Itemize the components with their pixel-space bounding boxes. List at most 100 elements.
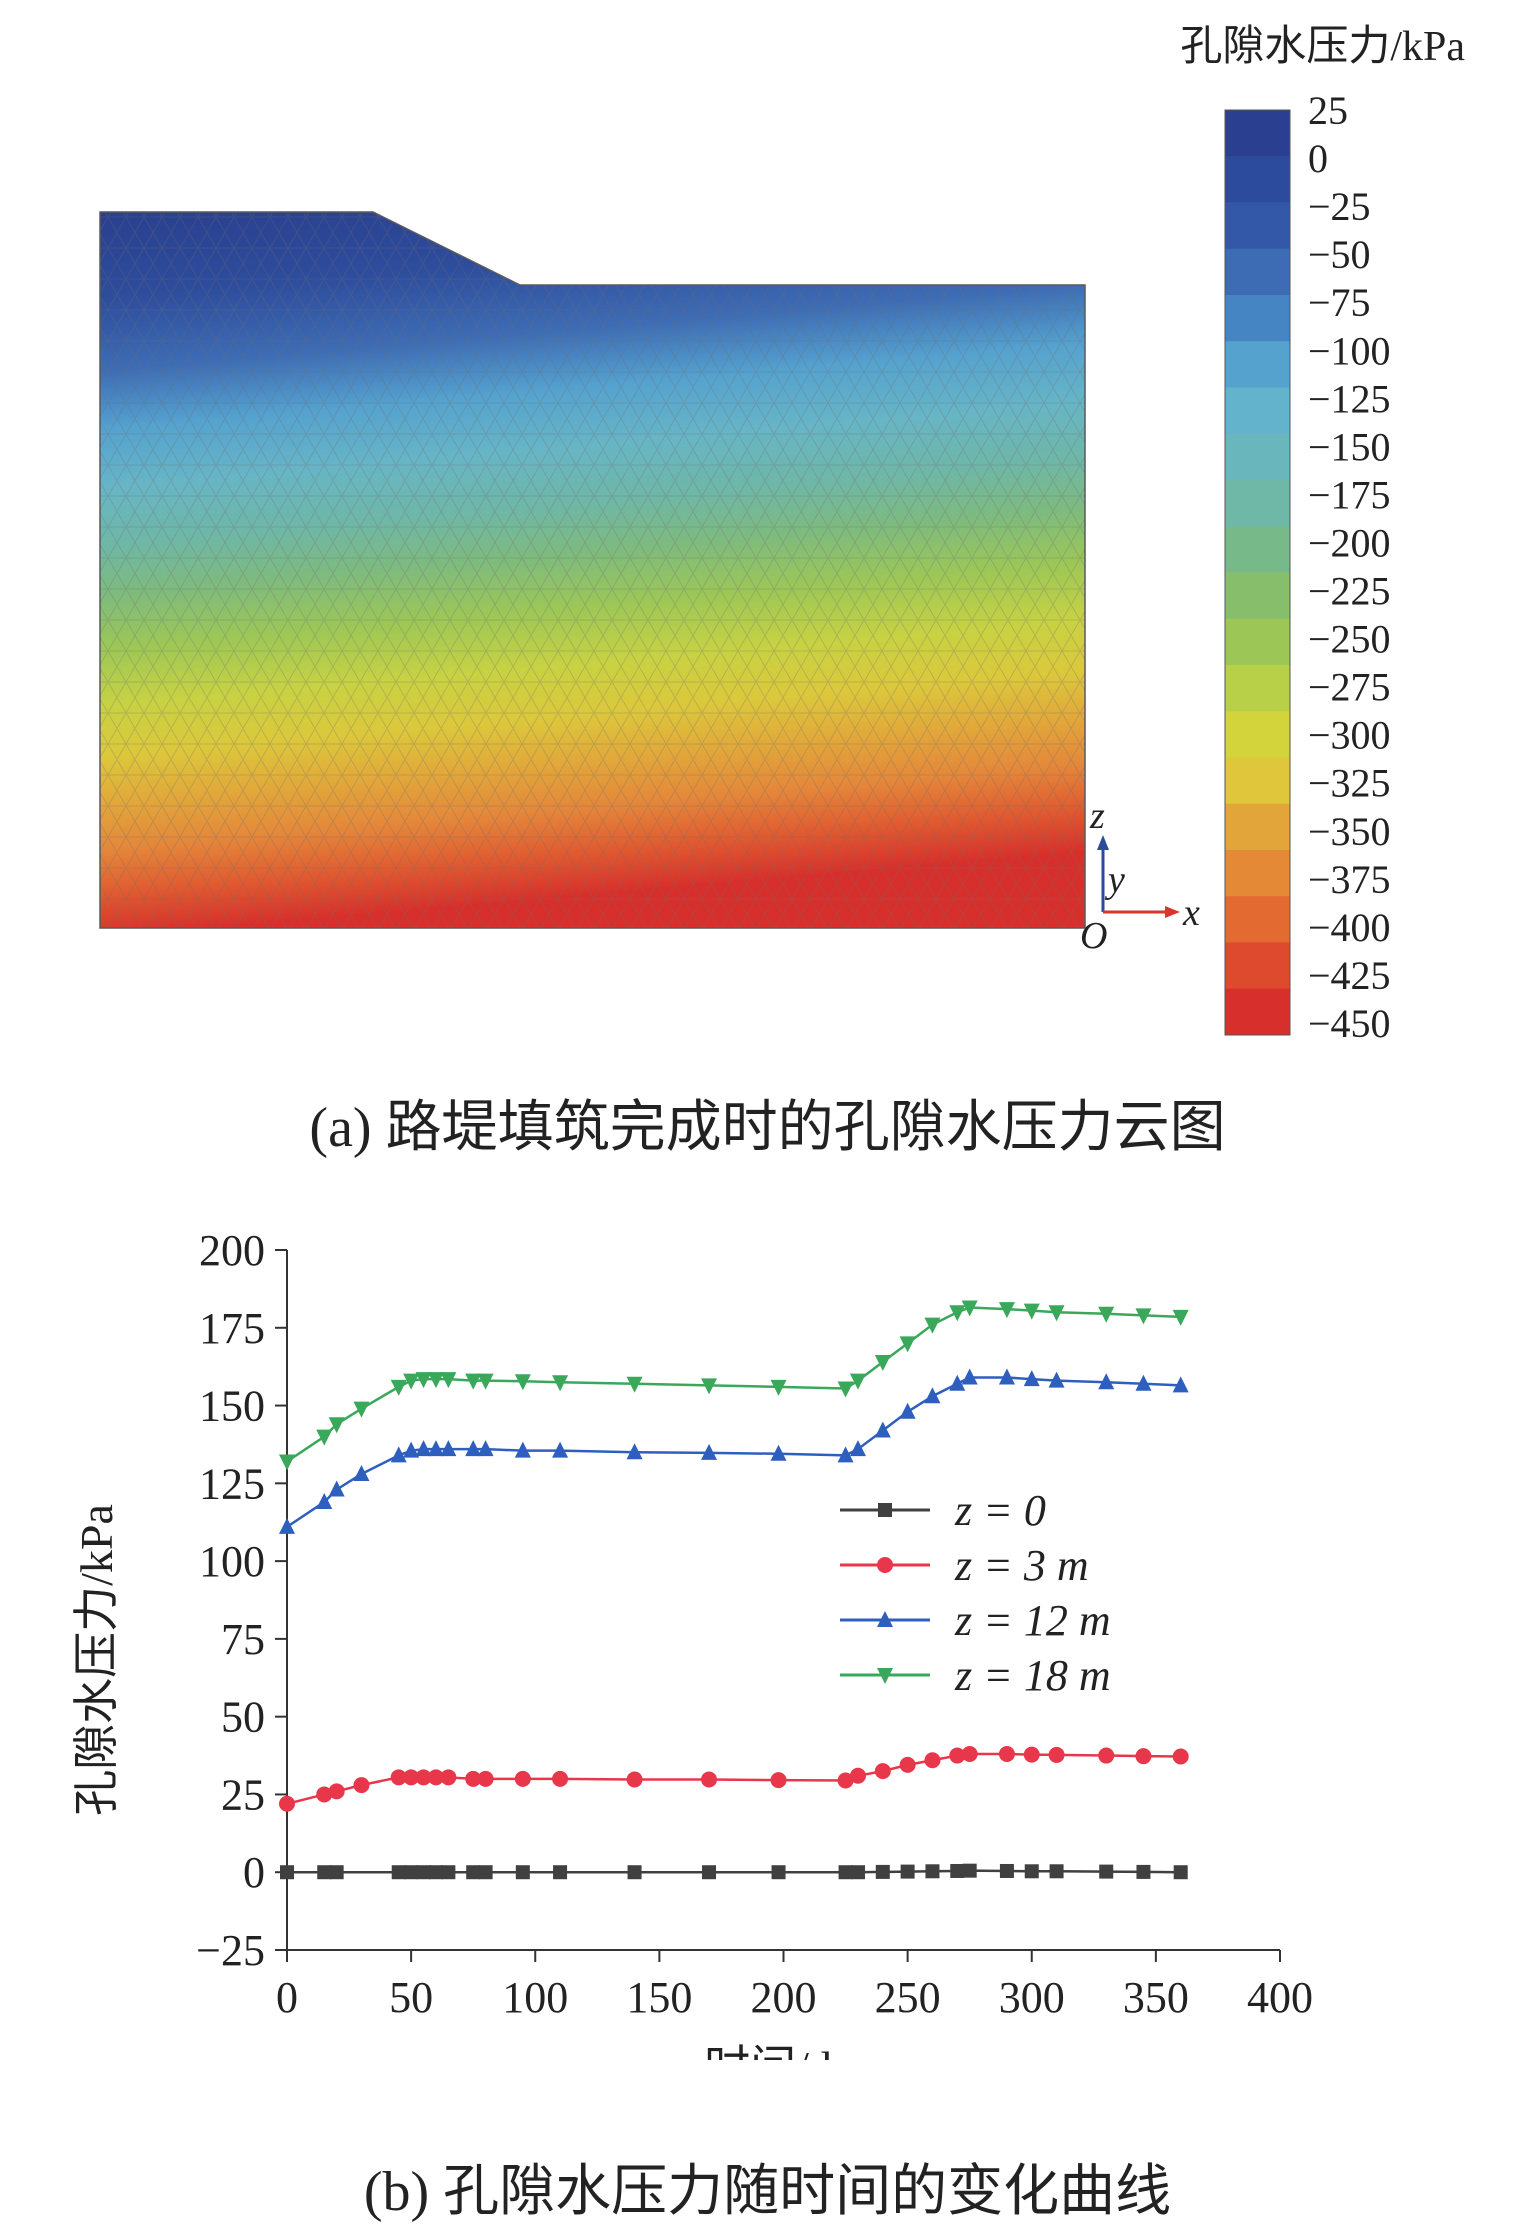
y-tick-label: 200	[199, 1226, 265, 1275]
data-point	[553, 1865, 568, 1880]
colorbar-tick-label: −25	[1308, 184, 1371, 229]
colorbar-segment	[1225, 757, 1290, 805]
data-point	[353, 1777, 370, 1794]
data-point	[279, 1517, 295, 1534]
series-group	[279, 1300, 1189, 1471]
line-chart: 0 50 100 150 200 250 300 350 400−250255075100125…	[71, 1226, 1313, 2060]
data-point	[415, 1769, 432, 1786]
data-point	[416, 1865, 431, 1880]
data-point	[328, 1480, 345, 1497]
caption-a: (a) 路堤填筑完成时的孔隙水压力云图	[309, 1097, 1226, 1159]
legend-label: z = 18 m	[954, 1651, 1111, 1700]
data-point	[514, 1770, 531, 1787]
legend-label: z = 3 m	[954, 1541, 1089, 1590]
data-point	[514, 1374, 531, 1391]
colorbar-tick-label: −425	[1308, 953, 1391, 998]
data-point	[962, 1863, 977, 1878]
x-tick-label: 150	[626, 1973, 692, 2022]
data-point	[1023, 1370, 1040, 1387]
colorbar-tick-label: −125	[1308, 376, 1391, 421]
data-point	[1099, 1864, 1114, 1879]
data-point	[899, 1336, 916, 1353]
colorbar-tick-label: 25	[1308, 88, 1348, 133]
data-point	[391, 1865, 406, 1880]
data-point	[316, 1429, 333, 1446]
colorbar-segment	[1225, 110, 1290, 157]
data-point	[515, 1865, 530, 1880]
y-axis-title: 孔隙水压力/kPa	[71, 1504, 122, 1816]
data-point	[771, 1865, 786, 1880]
y-tick-label: 125	[199, 1459, 265, 1508]
data-point	[899, 1402, 916, 1419]
colorbar-tick-label: −100	[1308, 328, 1391, 373]
colorbar-segment	[1225, 572, 1290, 620]
data-point	[837, 1446, 854, 1463]
y-tick-label: 175	[199, 1304, 265, 1353]
colorbar-tick-label: −150	[1308, 424, 1391, 469]
data-point	[328, 1783, 345, 1800]
data-point	[514, 1441, 531, 1458]
data-point	[477, 1440, 494, 1457]
data-point	[626, 1771, 643, 1788]
colorbar-segment	[1225, 850, 1290, 897]
data-point	[329, 1865, 344, 1880]
legend-label: z = 12 m	[954, 1596, 1111, 1645]
data-point	[477, 1770, 494, 1787]
data-point	[961, 1368, 978, 1385]
data-point	[770, 1772, 787, 1789]
data-point	[415, 1372, 432, 1389]
data-point	[427, 1372, 444, 1389]
colorbar-segment	[1225, 942, 1290, 990]
data-point	[1048, 1746, 1065, 1763]
data-point	[440, 1440, 457, 1457]
colorbar-tick-label: −275	[1308, 665, 1391, 710]
x-axis-title: 时间/d	[704, 2042, 832, 2060]
colorbar-tick-label: −450	[1308, 1001, 1391, 1046]
data-point	[466, 1865, 481, 1880]
data-point	[1135, 1748, 1152, 1765]
colorbar-title: 孔隙水压力/kPa	[1180, 24, 1465, 70]
colorbar-segment	[1225, 988, 1290, 1036]
data-point	[1172, 1748, 1189, 1765]
data-point	[465, 1770, 482, 1787]
data-point	[427, 1769, 444, 1786]
data-point	[441, 1865, 456, 1880]
colorbar-segment	[1225, 711, 1290, 758]
y-tick-label: 75	[221, 1615, 265, 1664]
data-point	[849, 1373, 866, 1390]
data-point	[849, 1440, 866, 1457]
data-point	[702, 1865, 717, 1880]
data-point	[838, 1865, 853, 1880]
data-point	[390, 1379, 407, 1396]
data-point	[552, 1441, 569, 1458]
data-point	[770, 1444, 787, 1461]
data-point	[1098, 1373, 1115, 1390]
data-point	[925, 1864, 940, 1879]
colorbar-tick-label: −175	[1308, 472, 1391, 517]
y-tick-label: 150	[199, 1382, 265, 1431]
data-point	[1024, 1864, 1039, 1879]
data-point	[279, 1795, 295, 1812]
data-point	[770, 1379, 787, 1396]
data-point	[317, 1865, 332, 1880]
axis-origin-label: O	[1080, 915, 1107, 957]
colorbar-segment	[1225, 803, 1290, 851]
data-point	[961, 1300, 978, 1317]
data-point	[353, 1465, 370, 1481]
data-point	[874, 1421, 891, 1438]
y-tick-label: 50	[221, 1693, 265, 1742]
data-point	[404, 1865, 419, 1880]
data-point	[328, 1417, 345, 1434]
data-point	[900, 1864, 915, 1879]
data-point	[924, 1317, 941, 1334]
colorbar-segment	[1225, 480, 1290, 527]
data-point	[627, 1865, 642, 1880]
data-point	[1135, 1308, 1152, 1325]
data-point	[626, 1443, 643, 1460]
data-point	[1136, 1864, 1151, 1879]
data-point	[837, 1381, 854, 1398]
data-point	[626, 1376, 643, 1393]
data-point	[878, 1503, 892, 1517]
colorbar-segment	[1225, 156, 1290, 203]
chart-legend: z = 0 z = 3 m z = 12 m z = 18 m	[840, 1486, 1111, 1700]
